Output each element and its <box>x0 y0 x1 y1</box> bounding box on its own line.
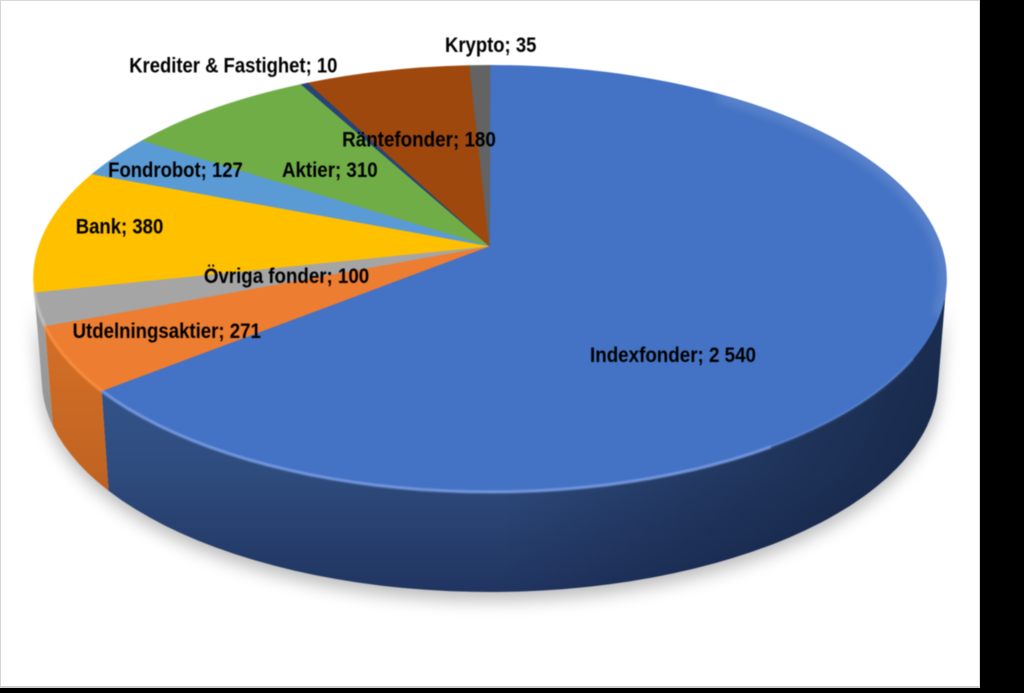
svg-text:Utdelningsaktier; 271: Utdelningsaktier; 271 <box>73 320 261 343</box>
svg-text:Räntefonder; 180: Räntefonder; 180 <box>342 128 496 151</box>
svg-text:Krediter & Fastighet; 10: Krediter & Fastighet; 10 <box>129 54 337 77</box>
svg-text:Krypto; 35: Krypto; 35 <box>445 34 537 57</box>
svg-text:Aktier; 310: Aktier; 310 <box>282 159 378 182</box>
svg-text:Fondrobot; 127: Fondrobot; 127 <box>108 159 243 182</box>
svg-text:Övriga fonder; 100: Övriga fonder; 100 <box>204 265 369 288</box>
svg-text:Indexfonder; 2 540: Indexfonder; 2 540 <box>590 344 756 367</box>
svg-text:Bank; 380: Bank; 380 <box>76 216 164 239</box>
